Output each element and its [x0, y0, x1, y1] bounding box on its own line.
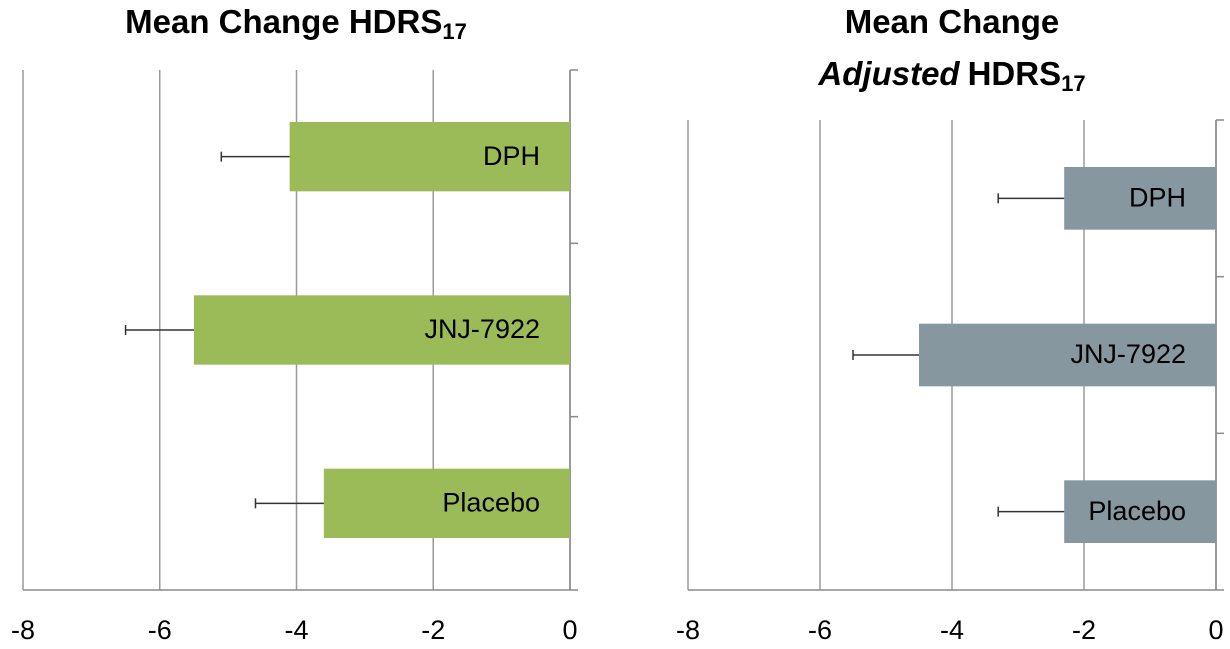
bar: [919, 323, 1216, 387]
x-tick-label: -4: [284, 615, 308, 645]
title-run: HDRS: [968, 55, 1062, 92]
category-label: Placebo: [442, 487, 540, 517]
x-tick-label: -8: [11, 615, 35, 645]
chart-title: Mean Change HDRS17: [125, 3, 467, 44]
x-tick-label: -2: [1072, 615, 1096, 645]
category-label: Placebo: [1088, 496, 1186, 526]
chart-title: Adjusted HDRS17: [817, 55, 1085, 96]
x-tick-label: -6: [808, 615, 832, 645]
title-run: 17: [1061, 71, 1085, 96]
category-label: DPH: [1129, 182, 1186, 212]
bar: [193, 295, 570, 365]
title-run: Mean Change HDRS: [125, 3, 442, 40]
title-run: Mean Change: [845, 3, 1060, 40]
bar: [323, 468, 570, 538]
x-tick-label: -2: [421, 615, 445, 645]
x-tick-label: -4: [940, 615, 964, 645]
x-tick-label: -6: [148, 615, 172, 645]
chart-title: Mean Change: [845, 3, 1060, 40]
x-tick-label: 0: [562, 615, 577, 645]
bar: [1064, 480, 1216, 543]
x-tick-label: -8: [676, 615, 700, 645]
category-label: JNJ-7922: [424, 314, 540, 344]
bar: [1064, 167, 1216, 230]
category-label: JNJ-7922: [1070, 339, 1186, 369]
title-run: 17: [442, 19, 466, 44]
x-tick-label: 0: [1208, 615, 1223, 645]
category-label: DPH: [483, 141, 540, 171]
bar: [289, 122, 570, 192]
title-run: Adjusted: [817, 55, 960, 92]
